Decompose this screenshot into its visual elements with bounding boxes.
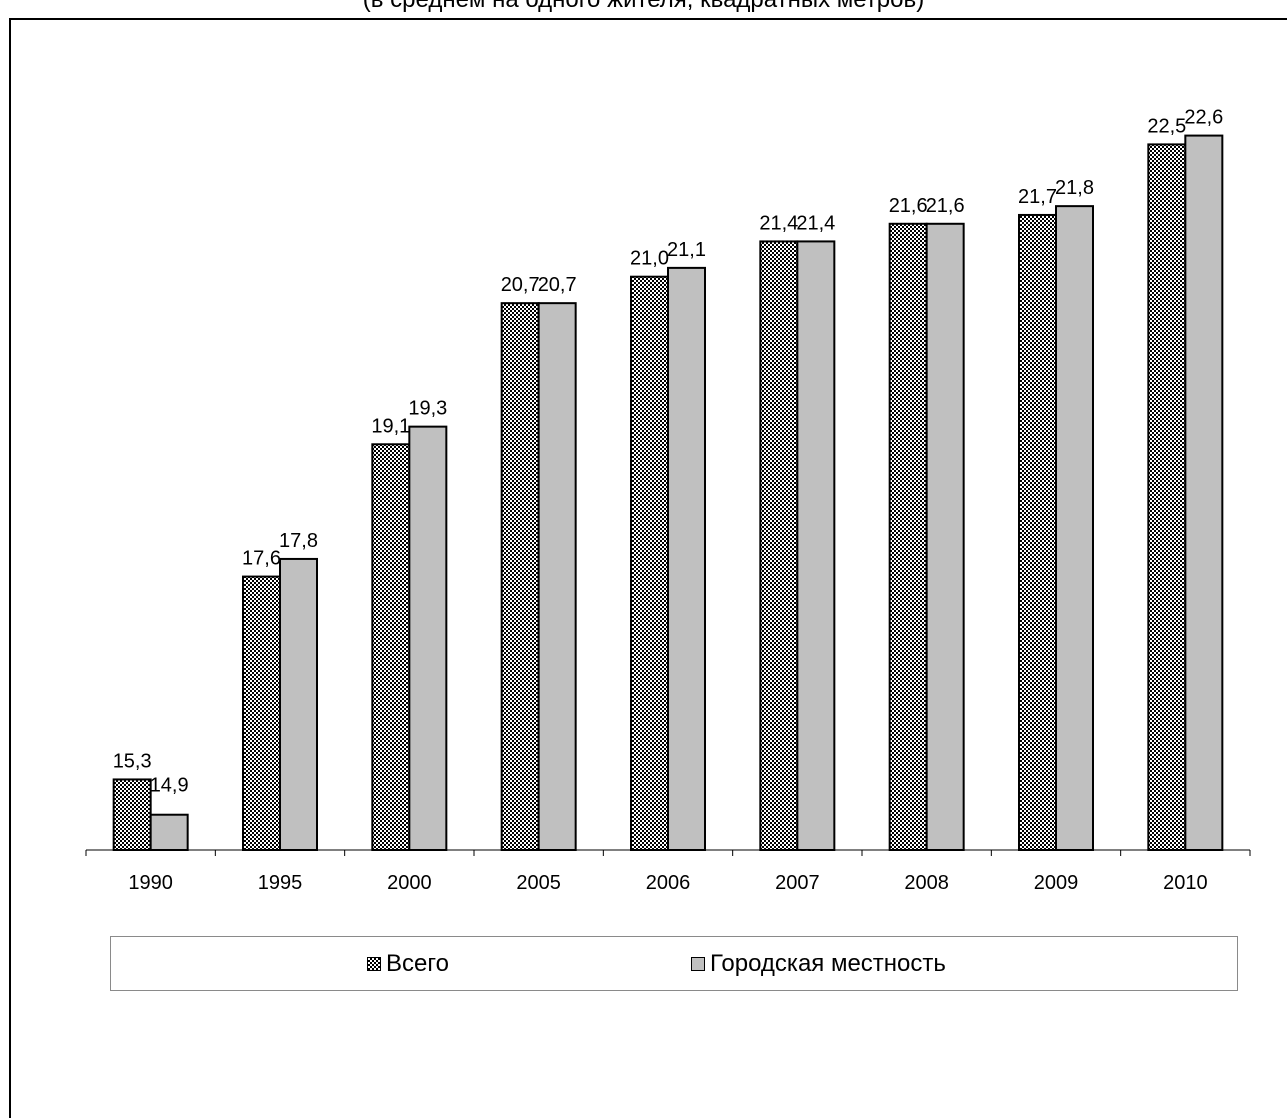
data-label-urban-2005: 20,7 xyxy=(538,274,577,296)
bar-urban-2000 xyxy=(409,427,446,850)
bar-total-1995 xyxy=(243,577,280,850)
data-label-total-2000: 19,1 xyxy=(371,415,410,437)
legend-swatch-total xyxy=(367,957,381,971)
x-tick-label-2006: 2006 xyxy=(646,872,691,894)
bar-urban-1995 xyxy=(280,559,317,850)
legend-swatch-urban xyxy=(691,957,705,971)
data-label-total-2008: 21,6 xyxy=(889,195,928,217)
x-tick-label-1990: 1990 xyxy=(128,872,173,894)
bar-total-1990 xyxy=(114,779,151,850)
data-label-urban-1990: 14,9 xyxy=(150,775,189,797)
data-label-total-2009: 21,7 xyxy=(1018,186,1057,208)
bar-urban-2009 xyxy=(1056,206,1093,850)
data-label-urban-2010: 22,6 xyxy=(1184,107,1223,129)
bar-total-2000 xyxy=(372,444,409,850)
data-label-urban-2007: 21,4 xyxy=(796,212,835,234)
bar-urban-2007 xyxy=(797,241,834,850)
legend-label-total: Всего xyxy=(386,950,449,978)
x-tick-label-1995: 1995 xyxy=(258,872,303,894)
legend-item-total: Всего xyxy=(367,951,449,977)
chart-legend: Всего Городская местность xyxy=(110,936,1238,991)
data-label-urban-2000: 19,3 xyxy=(408,398,447,420)
data-label-urban-2008: 21,6 xyxy=(926,195,965,217)
x-tick-label-2007: 2007 xyxy=(775,872,820,894)
bar-total-2008 xyxy=(890,224,927,850)
data-label-total-2007: 21,4 xyxy=(759,212,798,234)
bar-urban-2010 xyxy=(1185,136,1222,850)
bar-urban-2005 xyxy=(539,303,576,850)
x-tick-label-2005: 2005 xyxy=(516,872,561,894)
legend-item-urban: Городская местность xyxy=(691,951,946,977)
bar-total-2010 xyxy=(1148,144,1185,850)
data-label-total-1990: 15,3 xyxy=(113,750,152,772)
bar-urban-2006 xyxy=(668,268,705,850)
x-tick-label-2010: 2010 xyxy=(1163,872,1208,894)
data-label-total-2005: 20,7 xyxy=(501,274,540,296)
x-tick-label-2009: 2009 xyxy=(1034,872,1079,894)
data-label-total-2010: 22,5 xyxy=(1147,115,1186,137)
data-label-urban-1995: 17,8 xyxy=(279,530,318,552)
data-label-urban-2006: 21,1 xyxy=(667,239,706,261)
bar-total-2007 xyxy=(760,241,797,850)
data-label-urban-2009: 21,8 xyxy=(1055,177,1094,199)
bar-chart: 15,3 14,9 1990 17,617,8 1995 19,119,3 2000 20,7… xyxy=(0,0,1287,1010)
data-label-total-1995: 17,6 xyxy=(242,548,281,570)
bar-total-2009 xyxy=(1019,215,1056,850)
bar-urban-2008 xyxy=(927,224,964,850)
bar-urban-1990 xyxy=(151,815,188,850)
data-label-total-2006: 21,0 xyxy=(630,248,669,270)
bar-total-2005 xyxy=(502,303,539,850)
x-tick-label-2000: 2000 xyxy=(387,872,432,894)
x-tick-label-2008: 2008 xyxy=(904,872,949,894)
legend-label-urban: Городская местность xyxy=(710,950,946,978)
bar-total-2006 xyxy=(631,277,668,850)
